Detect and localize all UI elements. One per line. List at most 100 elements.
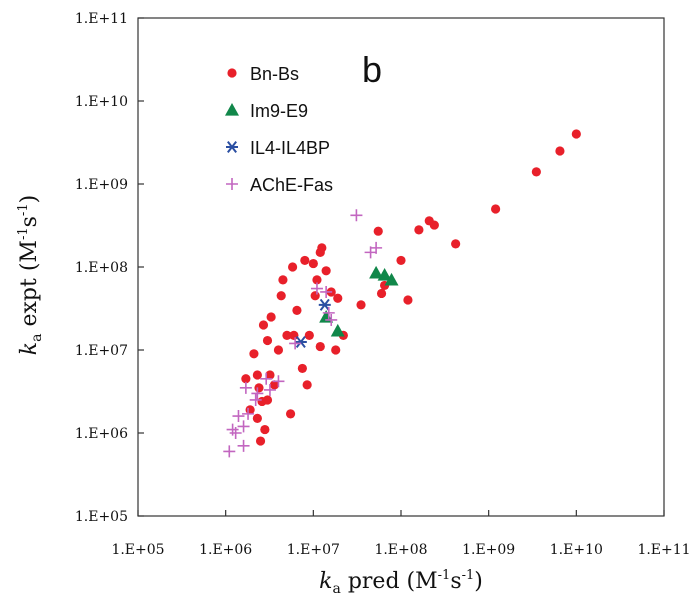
data-point-bn-bs <box>373 226 383 236</box>
data-point-bn-bs <box>276 291 286 301</box>
data-point-bn-bs <box>333 293 343 303</box>
legend-label: Bn-Bs <box>250 64 299 84</box>
data-point-bn-bs <box>304 330 314 340</box>
legend-marker <box>227 68 237 78</box>
data-point-im9-e9 <box>369 265 384 279</box>
data-point-bn-bs <box>302 380 312 390</box>
data-point-bn-bs <box>258 320 269 330</box>
data-point-ache-fas <box>242 407 255 420</box>
y-axis-title: ka expt (M-1s-1) <box>16 195 45 355</box>
data-point-ache-fas <box>272 375 285 388</box>
data-point-bn-bs <box>396 255 406 266</box>
data-point-bn-bs <box>300 255 310 266</box>
data-point-bn-bs <box>331 345 341 355</box>
data-point-bn-bs <box>312 275 322 285</box>
data-point-bn-bs <box>249 349 259 359</box>
data-point-ache-fas <box>223 445 236 458</box>
x-tick-label: 1.E+06 <box>199 542 252 558</box>
y-tick-label: 1.E+06 <box>75 426 128 442</box>
data-point-ache-fas <box>239 381 252 394</box>
data-point-ache-fas <box>251 387 264 400</box>
legend-marker <box>225 103 239 116</box>
data-point-im9-e9 <box>330 323 345 337</box>
data-point-bn-bs <box>317 243 327 253</box>
data-point-bn-bs <box>289 330 299 340</box>
x-tick-label: 1.E+11 <box>637 542 690 558</box>
data-point-bn-bs <box>297 363 307 374</box>
data-point-bn-bs <box>315 341 325 352</box>
data-point-bn-bs <box>252 370 262 380</box>
data-point-bn-bs <box>260 424 270 435</box>
data-point-bn-bs <box>429 220 439 230</box>
y-tick-label: 1.E+07 <box>75 343 128 359</box>
data-point-il4-il4bp <box>294 335 307 348</box>
data-point-bn-bs <box>282 330 292 340</box>
data-point-im9-e9 <box>384 272 399 286</box>
x-tick-label: 1.E+10 <box>550 542 603 558</box>
data-point-bn-bs <box>278 275 288 285</box>
data-points <box>223 129 581 458</box>
x-tick-label: 1.E+05 <box>111 542 164 558</box>
data-point-bn-bs <box>531 167 541 177</box>
data-point-ache-fas <box>232 410 245 423</box>
x-axis-title: ka pred (M-1s-1) <box>319 568 483 597</box>
data-point-bn-bs <box>254 383 264 393</box>
legend-marker <box>226 140 238 154</box>
data-point-bn-bs <box>403 295 413 305</box>
data-point-bn-bs <box>266 312 276 322</box>
y-tick-label: 1.E+11 <box>75 11 128 27</box>
data-point-ache-fas <box>237 439 250 452</box>
data-point-bn-bs <box>356 300 366 310</box>
data-point-im9-e9 <box>377 268 392 281</box>
data-point-bn-bs <box>491 204 501 214</box>
data-point-bn-bs <box>252 413 262 423</box>
data-point-bn-bs <box>285 409 296 419</box>
data-point-bn-bs <box>273 345 284 355</box>
data-point-bn-bs <box>321 266 331 276</box>
data-point-ache-fas <box>350 209 363 222</box>
data-point-ache-fas <box>322 306 335 319</box>
data-point-bn-bs <box>376 288 387 299</box>
data-point-bn-bs <box>310 291 320 301</box>
data-point-bn-bs <box>308 258 318 269</box>
data-point-ache-fas <box>260 372 273 385</box>
data-point-ache-fas <box>237 420 250 433</box>
data-point-ache-fas <box>263 383 276 396</box>
x-tick-label: 1.E+08 <box>374 542 427 558</box>
legend-marker <box>226 178 238 190</box>
data-point-bn-bs <box>241 374 251 384</box>
data-point-ache-fas <box>325 313 338 326</box>
panel-label: b <box>362 49 382 90</box>
data-point-bn-bs <box>262 395 273 405</box>
data-point-bn-bs <box>287 262 298 272</box>
data-point-il4-il4bp <box>318 298 331 311</box>
data-point-bn-bs <box>571 129 581 139</box>
y-tick-label: 1.E+09 <box>75 177 128 193</box>
data-point-ache-fas <box>370 241 383 254</box>
data-point-bn-bs <box>414 225 424 235</box>
data-point-bn-bs <box>265 370 275 380</box>
y-tick-label: 1.E+10 <box>75 94 128 110</box>
legend-label: Im9-E9 <box>250 101 308 121</box>
data-point-ache-fas <box>289 337 302 350</box>
data-point-ache-fas <box>229 427 242 439</box>
data-point-bn-bs <box>292 305 302 315</box>
data-point-bn-bs <box>451 239 461 249</box>
y-tick-label: 1.E+05 <box>75 509 128 525</box>
axis-ticks: 1.E+05 1.E+06 1.E+07 1.E+08 1.E+09 1.E+10 1.E+… <box>75 11 691 558</box>
data-point-bn-bs <box>255 436 266 446</box>
data-point-bn-bs <box>555 146 565 156</box>
plot-area <box>137 17 665 517</box>
x-tick-label: 1.E+07 <box>287 542 340 558</box>
legend: Bn-Bs Im9-E9 IL4-IL4BP AChE-Fas <box>225 64 333 195</box>
data-point-bn-bs <box>262 335 273 346</box>
y-tick-label: 1.E+08 <box>75 260 128 276</box>
x-tick-label: 1.E+09 <box>462 542 515 558</box>
data-point-bn-bs <box>269 380 280 390</box>
legend-label: AChE-Fas <box>250 175 333 195</box>
data-point-ache-fas <box>249 393 262 406</box>
data-point-ache-fas <box>310 282 323 295</box>
data-point-ache-fas <box>320 285 333 298</box>
legend-label: IL4-IL4BP <box>250 138 330 158</box>
